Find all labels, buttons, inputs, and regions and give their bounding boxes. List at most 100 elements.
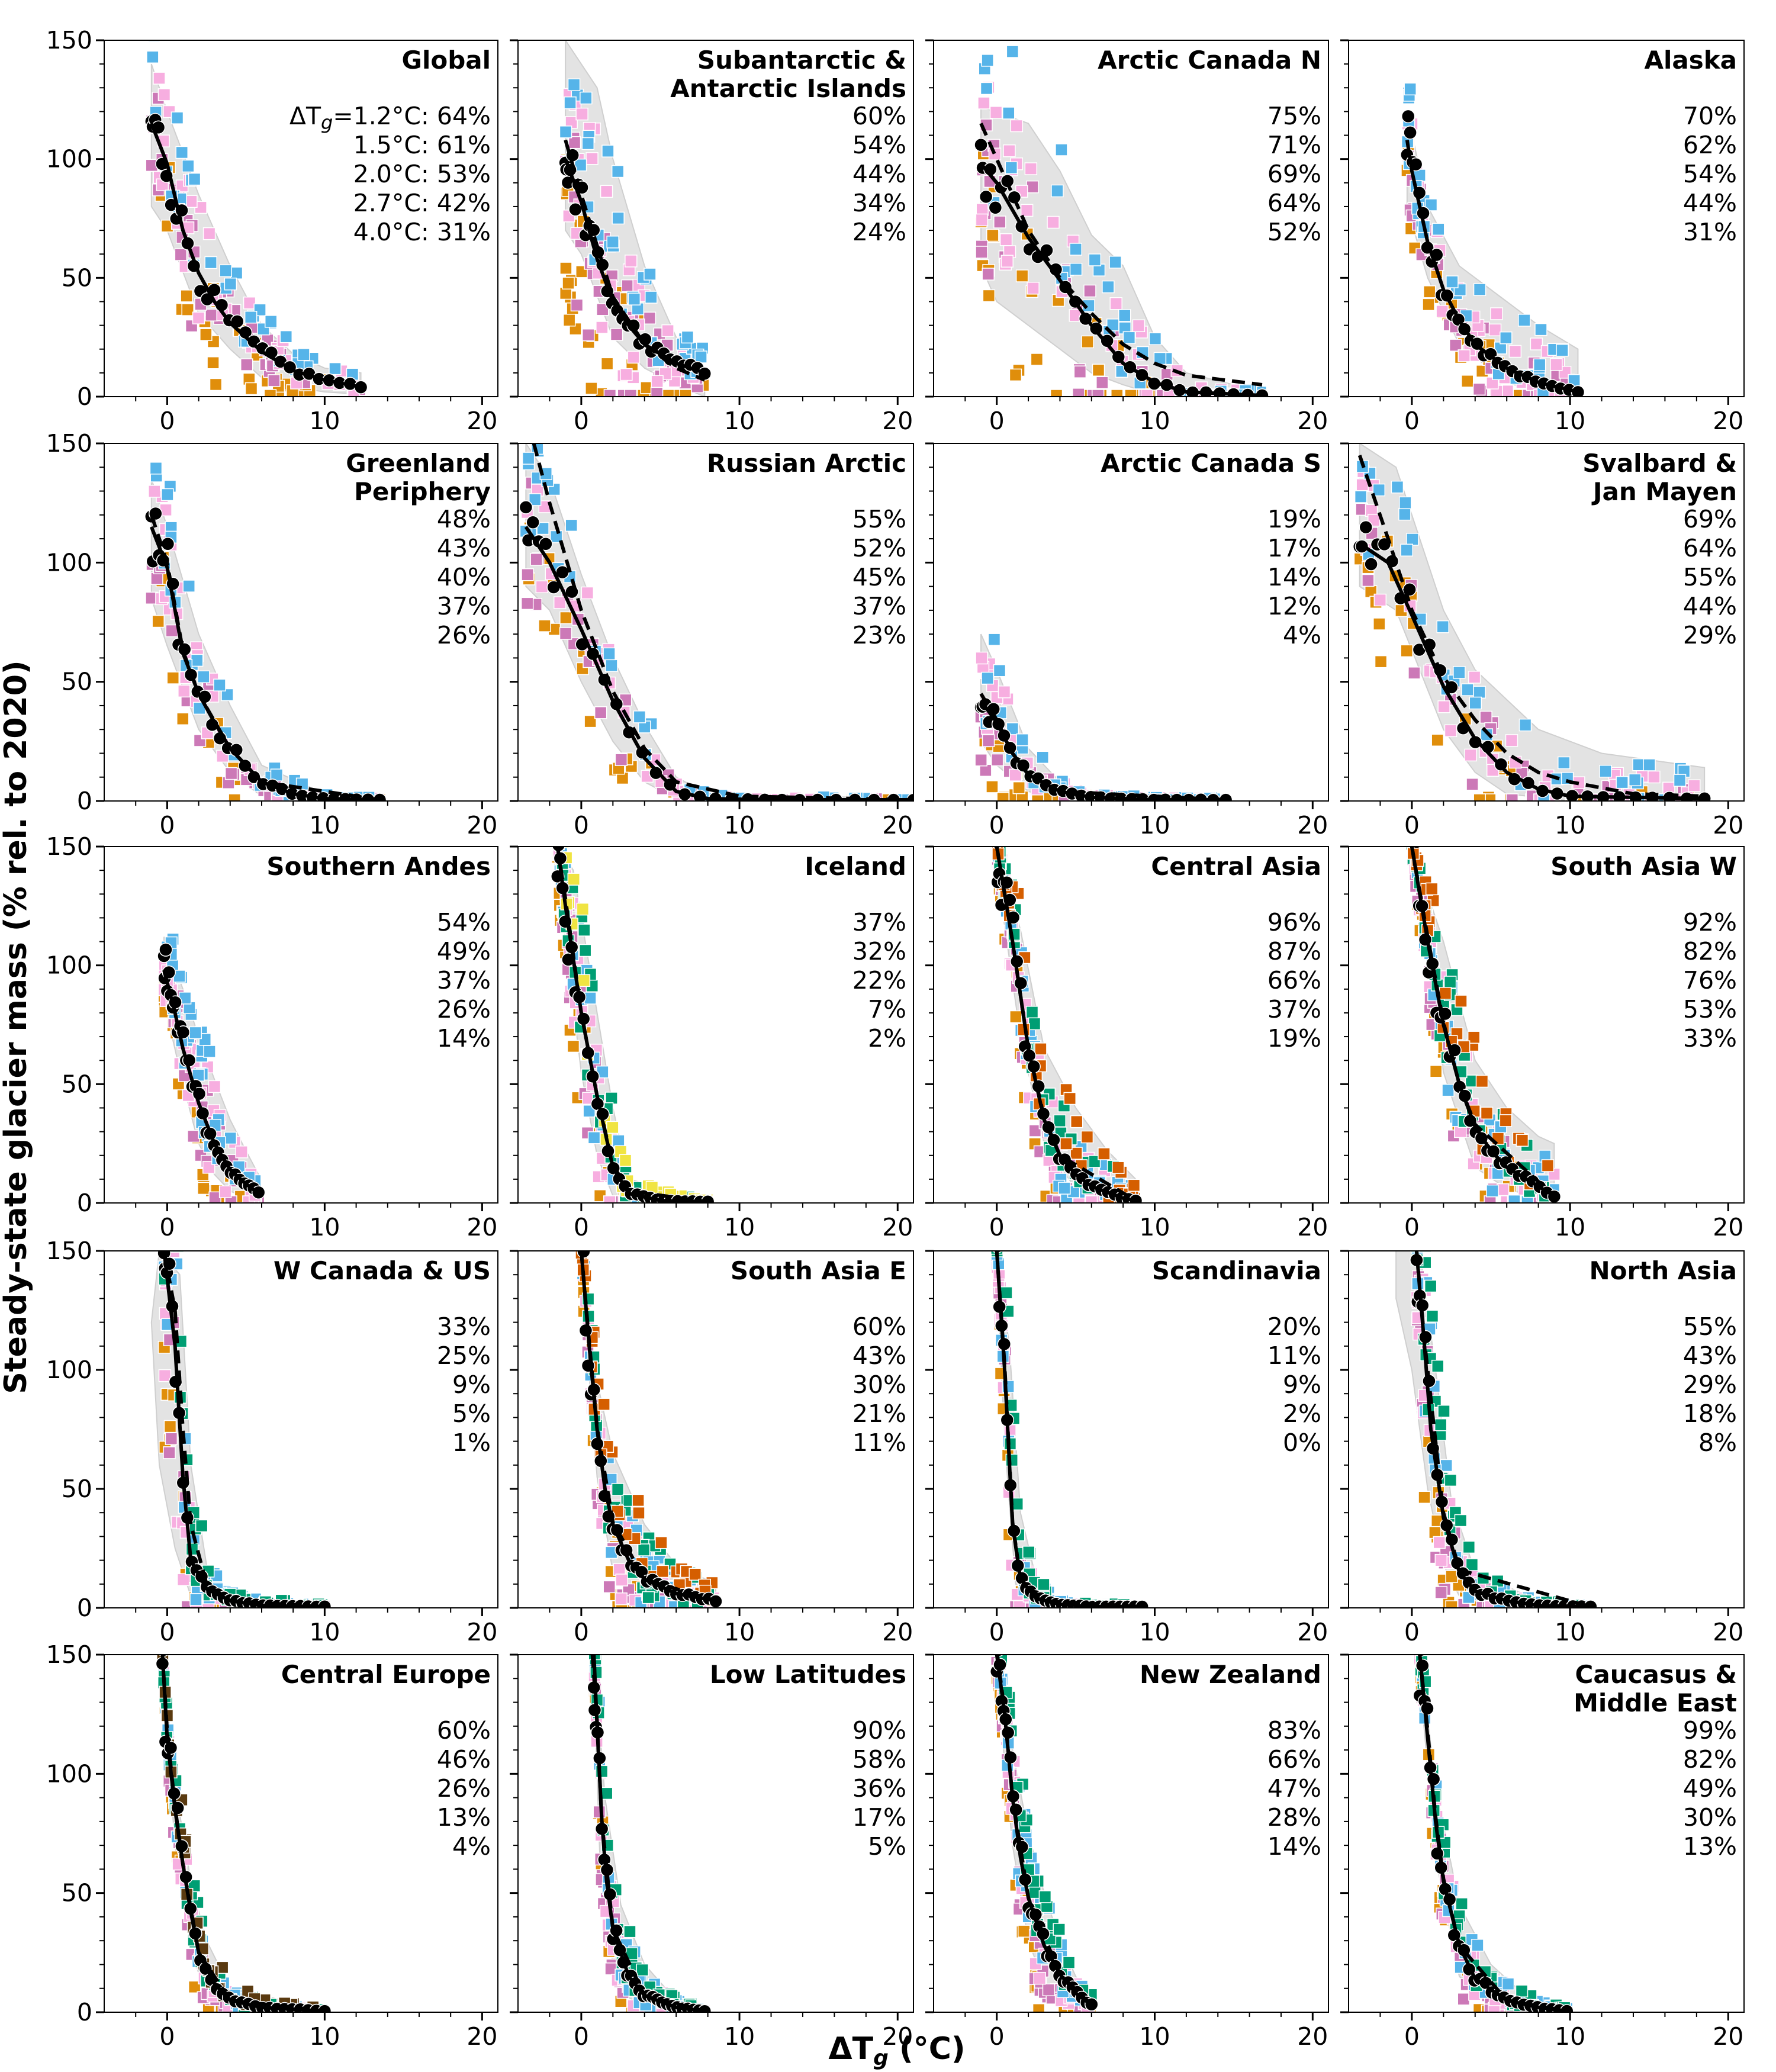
scatter-point-pink: [585, 152, 599, 165]
scatter-point-orange: [1081, 335, 1094, 349]
scatter-point-vermillion: [1098, 1147, 1111, 1160]
scatter-point-vermillion: [1467, 1031, 1481, 1044]
scatter-point-orange: [986, 780, 999, 793]
retained-mass-percent: 31%: [1683, 218, 1737, 246]
scatter-point-orange: [986, 229, 999, 242]
retained-mass-percent: 4%: [452, 1832, 491, 1861]
scatter-point-green: [578, 944, 592, 957]
retained-mass-percent: 58%: [852, 1745, 906, 1774]
x-tick-label: 20: [1713, 407, 1743, 435]
x-tick-label: 20: [466, 811, 497, 839]
scatter-point-vermillion: [1499, 1114, 1513, 1127]
scatter-point-blue: [1069, 243, 1082, 256]
scatter-point-blue: [603, 647, 616, 661]
retained-mass-percent: 60%: [852, 1312, 906, 1341]
scatter-point-blue: [182, 159, 195, 173]
x-tick-label: 20: [1713, 1618, 1743, 1646]
scatter-point-orange: [559, 262, 572, 275]
scatter-point-orange: [996, 792, 1009, 801]
retained-mass-percent: 8%: [1698, 1428, 1737, 1457]
scatter-point-blue: [1486, 1184, 1499, 1198]
scatter-point-vermillion: [1112, 1161, 1125, 1174]
scatter-point-pink: [625, 255, 638, 268]
solid-fit-line: [995, 1251, 1143, 1608]
scatter-point-pink: [1490, 307, 1503, 320]
scatter-point-blue: [1410, 1251, 1424, 1253]
solid-fit-line: [979, 162, 1263, 397]
scatter-point-pink: [1013, 1600, 1027, 1608]
scatter-point-orange: [1009, 1010, 1022, 1024]
retained-mass-percent: 54%: [1683, 160, 1737, 188]
scatter-point-purple: [1073, 365, 1087, 378]
scatter-point-blue: [1118, 309, 1131, 322]
x-tick-label: 0: [159, 1618, 175, 1646]
scatter-point-orange: [661, 389, 675, 397]
panel-scandinavia: 0 10 20 Scandinavia 20%11%9%2%0%: [925, 1250, 1329, 1646]
solid-fit-line: [1359, 542, 1705, 800]
plot-area: [144, 40, 368, 397]
retained-mass-percent: 19%: [1267, 1024, 1321, 1053]
axes-frame: [104, 1250, 498, 1608]
retained-mass-percent: 52%: [1267, 218, 1321, 246]
scatter-point-pink: [1508, 345, 1522, 358]
scatter-point-pink: [600, 185, 613, 198]
scatter-point-green: [1434, 1418, 1447, 1431]
scatter-point-blue: [1372, 483, 1386, 497]
scatter-point-purple: [150, 572, 163, 585]
x-tick-label: 0: [1404, 407, 1420, 435]
scatter-point-pink: [1085, 1195, 1098, 1203]
scatter-point-blue: [606, 236, 619, 249]
scatter-point-blue: [175, 146, 188, 159]
solid-fit-line: [995, 1655, 1093, 2007]
scatter-point-blue: [536, 522, 549, 535]
scatter-point-green: [1437, 1404, 1450, 1418]
scatter-point-pink: [1010, 119, 1024, 133]
scatter-point-purple: [1434, 1586, 1447, 1599]
retained-mass-percent: 4%: [1283, 621, 1321, 649]
retained-mass-percent: 33%: [1683, 1024, 1737, 1053]
scatter-point-pink: [159, 1251, 172, 1253]
panel-title: Southern Andes: [266, 852, 491, 881]
plot-area: [587, 1655, 712, 2012]
scatter-point-blue: [1051, 184, 1064, 198]
scatter-point-pink: [1024, 162, 1038, 175]
retained-mass-percent: 87%: [1267, 937, 1321, 966]
scatter-point-blue: [612, 211, 625, 225]
axes-frame: [1348, 40, 1745, 397]
dashed-fit-line: [995, 847, 1137, 1202]
solid-fit-line: [555, 847, 708, 1203]
retained-mass-percent: 49%: [437, 937, 491, 966]
axes-frame: [104, 40, 498, 397]
scatter-point-purple: [163, 1446, 176, 1459]
scatter-point-orange: [1431, 733, 1444, 747]
scatter-point-blue: [980, 82, 993, 95]
x-tick-label: 10: [1139, 407, 1170, 435]
scatter-point-blue: [224, 277, 237, 291]
retained-mass-percent: 9%: [452, 1370, 491, 1399]
scatter-point-purple: [594, 706, 607, 719]
scatter-point-blue: [1002, 107, 1015, 120]
scatter-point-purple: [559, 627, 572, 640]
scatter-point-blue: [681, 330, 694, 344]
scatter-point-purple: [1362, 574, 1375, 587]
scatter-point-pink: [977, 96, 990, 110]
panel-alaska: 0 10 20 Alaska 70%62%54%44%31%: [1340, 39, 1745, 435]
scatter-point-purple: [1042, 1983, 1056, 1997]
retained-mass-percent: 37%: [437, 592, 491, 620]
dashed-fit-line: [1357, 455, 1705, 798]
scatter-point-blue: [1391, 480, 1404, 494]
scatter-point-blue: [170, 111, 184, 124]
scatter-point-green: [1410, 1251, 1424, 1253]
retained-mass-percent: 45%: [852, 563, 906, 591]
scatter-point-blue: [279, 330, 293, 343]
scatter-point-pink: [1373, 593, 1387, 607]
scatter-point-orange: [584, 715, 597, 728]
plot-area: [551, 847, 715, 1203]
panel-greenland-periphery: 0 10 20 0 50 100 150 GreenlandPeriphery48%43%40…: [46, 429, 498, 839]
scatter-point-purple: [530, 553, 543, 566]
scatter-point-vermillion: [656, 1565, 670, 1578]
median-point: [979, 189, 993, 204]
solid-fit-line: [1414, 1251, 1591, 1608]
scatter-point-blue: [329, 362, 342, 375]
scatter-point-blue: [1446, 275, 1459, 288]
